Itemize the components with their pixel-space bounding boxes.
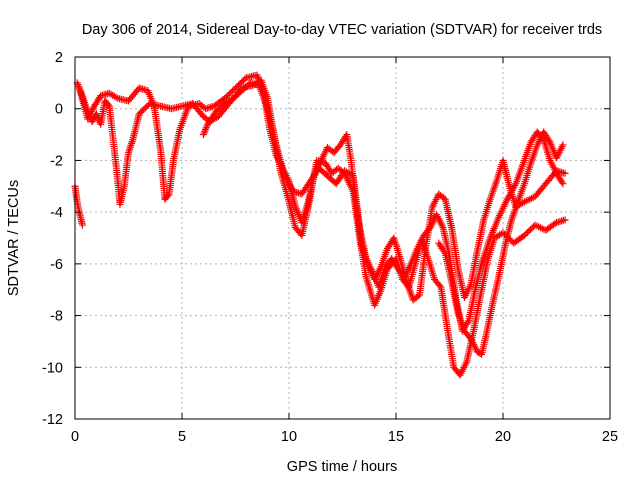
data-point <box>143 102 151 110</box>
x-tick-label: 5 <box>178 429 186 445</box>
data-point <box>112 93 120 101</box>
data-point <box>138 107 146 115</box>
data-point <box>559 180 567 188</box>
x-axis-label: GPS time / hours <box>287 459 397 475</box>
data-point <box>523 228 531 236</box>
data-point <box>75 82 83 90</box>
data-point <box>201 127 209 135</box>
data-point <box>199 131 207 139</box>
data-point <box>545 137 553 145</box>
data-point <box>88 118 96 126</box>
data-point <box>561 169 569 177</box>
data-point <box>236 80 244 88</box>
x-tick-label: 20 <box>495 429 511 445</box>
y-tick-label: -10 <box>42 360 63 376</box>
data-point <box>104 101 112 109</box>
series-track-e <box>435 128 567 358</box>
y-tick-label: -8 <box>50 309 63 325</box>
data-point <box>436 282 444 290</box>
data-point <box>78 221 86 229</box>
data-point <box>528 224 536 232</box>
y-tick-label: -4 <box>50 205 63 221</box>
data-point <box>164 191 172 199</box>
y-tick-label: 0 <box>55 102 63 118</box>
data-point <box>141 104 149 112</box>
data-point <box>227 88 235 96</box>
data-point <box>464 318 472 326</box>
data-point <box>144 101 152 109</box>
data-point <box>230 86 238 94</box>
x-tick-label: 25 <box>602 429 618 445</box>
data-point <box>232 84 239 92</box>
data-point <box>224 91 232 99</box>
data-point <box>511 181 519 189</box>
data-point <box>228 87 236 95</box>
y-tick-label: -2 <box>50 153 63 169</box>
data-point <box>200 129 208 137</box>
data-point <box>202 124 210 132</box>
data-point <box>440 248 448 256</box>
data-point <box>135 110 143 118</box>
chart-title: Day 306 of 2014, Sidereal Day-to-day VTE… <box>82 22 602 38</box>
data-point <box>202 125 210 133</box>
data-point <box>89 116 97 124</box>
plot-frame <box>74 56 611 420</box>
y-tick-label: 2 <box>55 50 63 66</box>
data-point <box>527 226 535 234</box>
y-axis-label: SDTVAR / TECUs <box>6 180 22 296</box>
x-tick-label: 15 <box>388 429 404 445</box>
data-point <box>520 231 528 239</box>
data-point <box>499 229 507 237</box>
data-point <box>559 141 567 149</box>
y-tick-label: -6 <box>50 257 63 273</box>
data-point <box>225 90 233 98</box>
series-track-d <box>199 79 567 335</box>
data-point <box>522 230 530 238</box>
x-tick-label: 0 <box>71 429 79 445</box>
data-point <box>561 216 569 224</box>
axis-ticks: 0 5 10 15 20 25 -12 -10 -8 -6 -4 -2 0 2 <box>42 50 618 445</box>
data-point <box>235 81 243 89</box>
data-point <box>239 77 247 85</box>
x-tick-label: 10 <box>281 429 297 445</box>
y-tick-label: -12 <box>42 412 63 428</box>
data-point <box>551 220 559 228</box>
data-point <box>558 178 566 186</box>
data-point <box>233 83 241 91</box>
data-point <box>238 78 246 86</box>
series-track-a <box>71 182 86 229</box>
grid-lines <box>75 57 610 419</box>
data-points <box>71 71 569 379</box>
data-point <box>525 227 533 235</box>
data-point <box>74 81 82 89</box>
data-point <box>140 105 148 113</box>
data-point <box>137 108 145 116</box>
